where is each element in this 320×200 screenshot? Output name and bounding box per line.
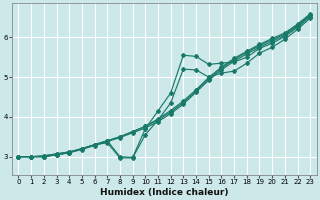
X-axis label: Humidex (Indice chaleur): Humidex (Indice chaleur) <box>100 188 228 197</box>
